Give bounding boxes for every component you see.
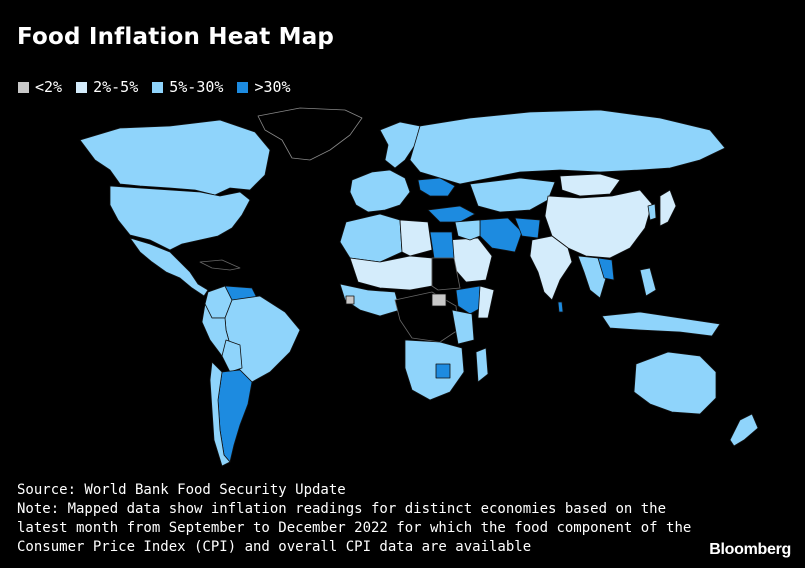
region-india	[529, 235, 573, 301]
region-sudan	[431, 257, 461, 291]
region-mongolia	[559, 173, 621, 197]
region-indonesia	[601, 311, 721, 337]
region-japan	[659, 189, 677, 227]
note-text: Note: Mapped data show inflation reading…	[17, 501, 692, 555]
region-afghanistan	[514, 217, 541, 239]
region-scandinavia	[379, 121, 421, 169]
region-bolivia	[221, 339, 243, 373]
region-central-asia	[469, 177, 556, 213]
region-mexico	[129, 237, 209, 297]
region-usa	[109, 185, 251, 251]
region-new-zealand	[729, 413, 759, 447]
region-egypt	[429, 231, 455, 259]
legend-swatch-5-30	[152, 81, 164, 93]
chart-title: Food Inflation Heat Map	[17, 24, 335, 50]
region-philippines	[639, 267, 657, 297]
region-somalia	[477, 285, 495, 319]
region-iran	[479, 217, 523, 253]
region-korea	[647, 203, 657, 221]
legend-label-lt2: <2%	[35, 78, 63, 96]
region-sahel	[349, 255, 433, 291]
region-caribbean	[199, 259, 241, 271]
region-laos	[597, 257, 615, 281]
region-greenland	[257, 107, 363, 161]
region-russia	[409, 109, 726, 185]
legend-swatch-gt30	[237, 81, 249, 93]
region-canada	[79, 119, 271, 196]
region-chile	[209, 361, 231, 467]
source-line: Source: World Bank Food Security Update	[17, 482, 346, 498]
bloomberg-logo: Bloomberg	[709, 541, 791, 558]
region-iraq-syria	[454, 219, 481, 241]
region-east-africa	[451, 309, 475, 345]
legend-swatch-lt2	[18, 81, 29, 93]
region-madagascar	[475, 347, 489, 383]
legend-item-2-5: 2%-5%	[76, 78, 138, 96]
region-central-africa	[394, 291, 459, 343]
legend-item-5-30: 5%-30%	[152, 78, 223, 96]
region-north-africa-west	[339, 213, 403, 263]
region-australia	[633, 351, 717, 415]
legend-item-gt30: >30%	[237, 78, 291, 96]
legend: <2% 2%-5% 5%-30% >30%	[18, 78, 291, 96]
region-gray-west-africa	[345, 295, 355, 305]
legend-swatch-2-5	[76, 81, 88, 93]
legend-item-lt2: <2%	[18, 78, 62, 96]
region-zimbabwe	[435, 363, 451, 379]
region-sri-lanka	[557, 301, 564, 313]
legend-label-gt30: >30%	[254, 78, 291, 96]
region-gray-africa	[431, 293, 447, 307]
world-map	[79, 107, 759, 467]
region-western-europe	[349, 169, 411, 213]
region-libya	[399, 219, 433, 257]
region-southern-africa	[404, 339, 465, 401]
legend-label-2-5: 2%-5%	[93, 78, 139, 96]
source-note: Source: World Bank Food Security Update …	[17, 481, 717, 557]
legend-label-5-30: 5%-30%	[169, 78, 224, 96]
region-turkey	[427, 205, 476, 223]
